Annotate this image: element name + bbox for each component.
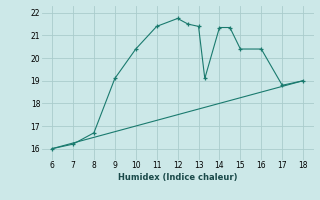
X-axis label: Humidex (Indice chaleur): Humidex (Indice chaleur)	[118, 173, 237, 182]
